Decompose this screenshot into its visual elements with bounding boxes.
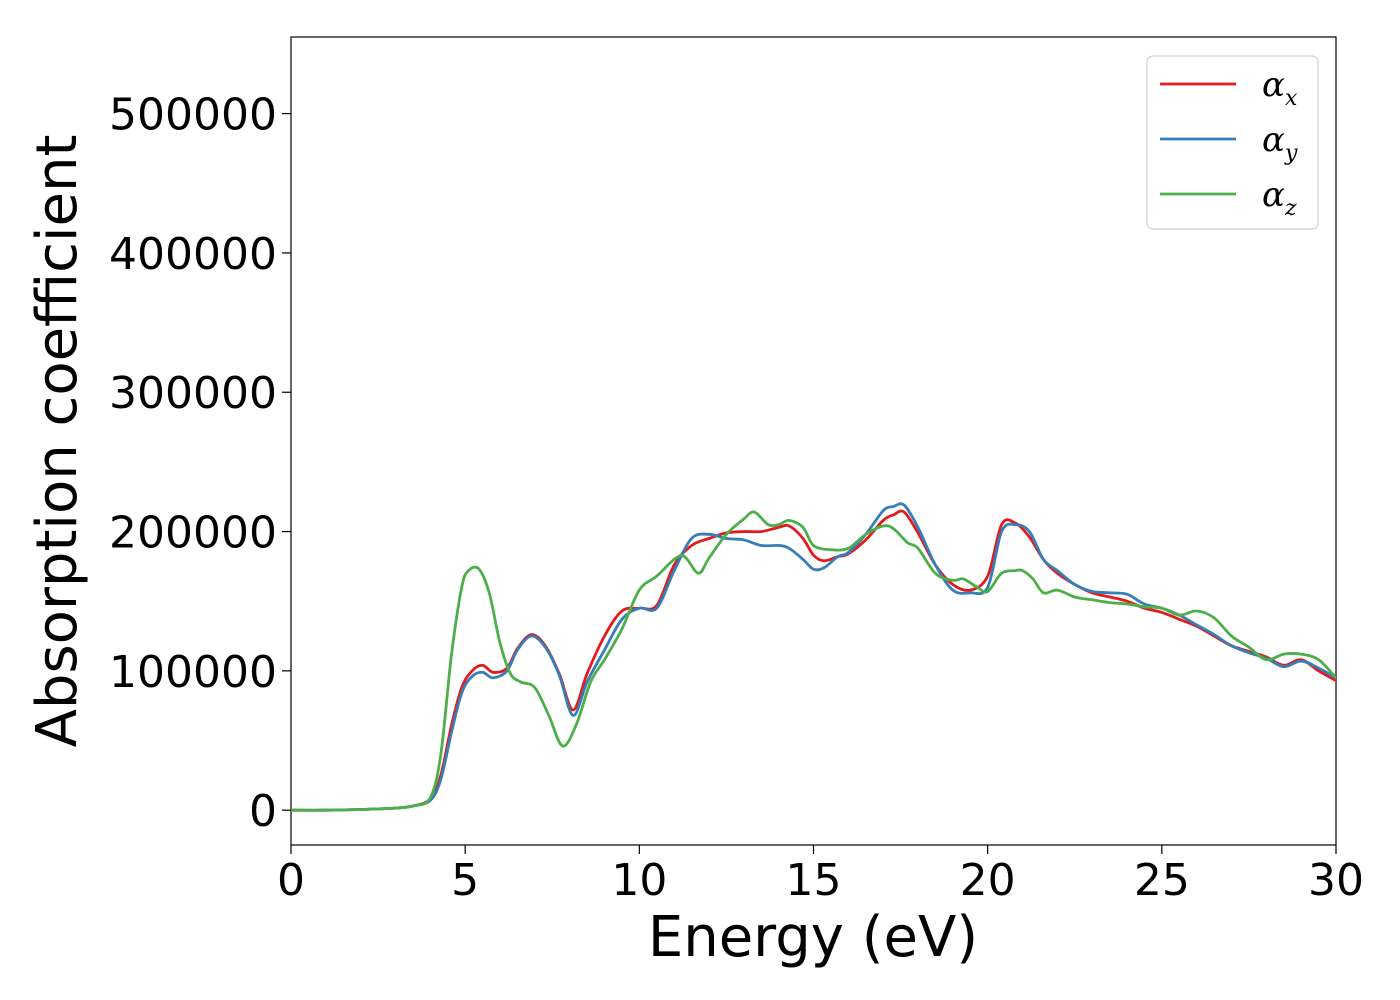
y-tick-label: 100000 xyxy=(109,647,277,698)
x-tick-label: 20 xyxy=(960,855,1016,906)
x-tick-label: 25 xyxy=(1134,855,1190,906)
series-layer xyxy=(291,502,1336,812)
legend-box xyxy=(1146,55,1319,230)
x-tick-label: 5 xyxy=(451,855,479,906)
y-axis-ticks: 0 100000 200000 300000 400000 500000 xyxy=(109,90,291,837)
series-line-z xyxy=(291,510,1336,812)
y-axis-title: Absorption coefficient xyxy=(25,135,90,748)
x-axis-title: Energy (eV) xyxy=(648,905,978,970)
legend-label-z: αz xyxy=(1262,175,1297,221)
x-tick-label: 30 xyxy=(1308,855,1364,906)
legend: αx αy αz xyxy=(1146,55,1319,230)
series-line-x xyxy=(291,509,1336,812)
legend-label-y: αy xyxy=(1262,120,1298,166)
x-tick-label: 15 xyxy=(786,855,842,906)
x-tick-label: 0 xyxy=(277,855,305,906)
y-tick-label: 400000 xyxy=(109,229,277,280)
y-tick-label: 200000 xyxy=(109,508,277,559)
y-tick-label: 300000 xyxy=(109,368,277,419)
x-axis-ticks: 0 5 10 15 20 25 30 xyxy=(277,845,1364,906)
series-line-y xyxy=(291,502,1336,812)
y-tick-label: 0 xyxy=(249,786,277,837)
y-tick-label: 500000 xyxy=(109,90,277,141)
x-tick-label: 10 xyxy=(611,855,667,906)
legend-label-x: αx xyxy=(1262,65,1298,111)
